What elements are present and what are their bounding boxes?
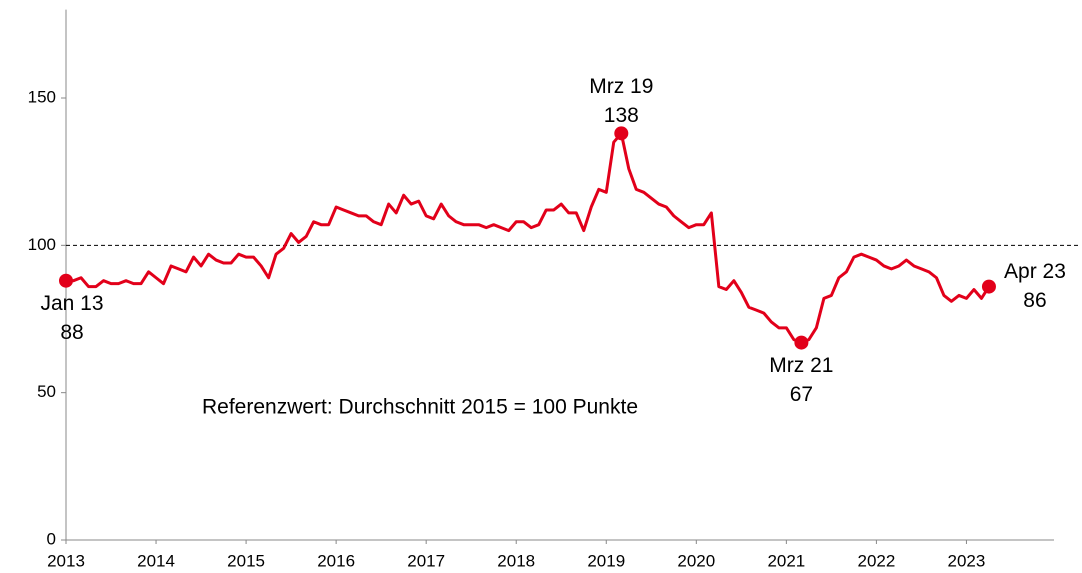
note: Referenzwert: Durchschnitt 2015 = 100 Pu… [202, 396, 638, 419]
y-tick-label: 100 [28, 235, 56, 254]
y-tick-label: 50 [37, 382, 56, 401]
x-tick-label: 2015 [227, 551, 265, 570]
x-tick-label: 2014 [137, 551, 175, 570]
x-tick-label: 2023 [948, 551, 986, 570]
y-tick-label: 0 [47, 529, 56, 548]
x-tick-label: 2013 [47, 551, 85, 570]
x-tick-label: 2020 [677, 551, 715, 570]
line [66, 131, 991, 345]
highlight-point [981, 279, 996, 294]
x-tick-label: 2019 [587, 551, 625, 570]
highlight-point [59, 273, 73, 288]
annotation-label: Jan 13 [40, 292, 103, 315]
x-tick-label: 2018 [497, 551, 535, 570]
annotation-label: Apr 23 [1004, 260, 1066, 283]
y-tick-label: 150 [28, 87, 56, 106]
annotation-label: Mrz 19 [589, 75, 653, 98]
annotation-value: 86 [1023, 289, 1046, 312]
highlight-point [614, 126, 629, 141]
x-tick-label: 2017 [407, 551, 445, 570]
x-tick-label: 2016 [317, 551, 355, 570]
annotation-value: 138 [604, 104, 639, 127]
annotation-value: 88 [60, 321, 83, 344]
highlight-point [794, 335, 809, 350]
annotation-value: 67 [790, 383, 813, 406]
x-tick-label: 2021 [767, 551, 805, 570]
annotation-label: Mrz 21 [769, 354, 833, 377]
x-tick-label: 2022 [857, 551, 895, 570]
